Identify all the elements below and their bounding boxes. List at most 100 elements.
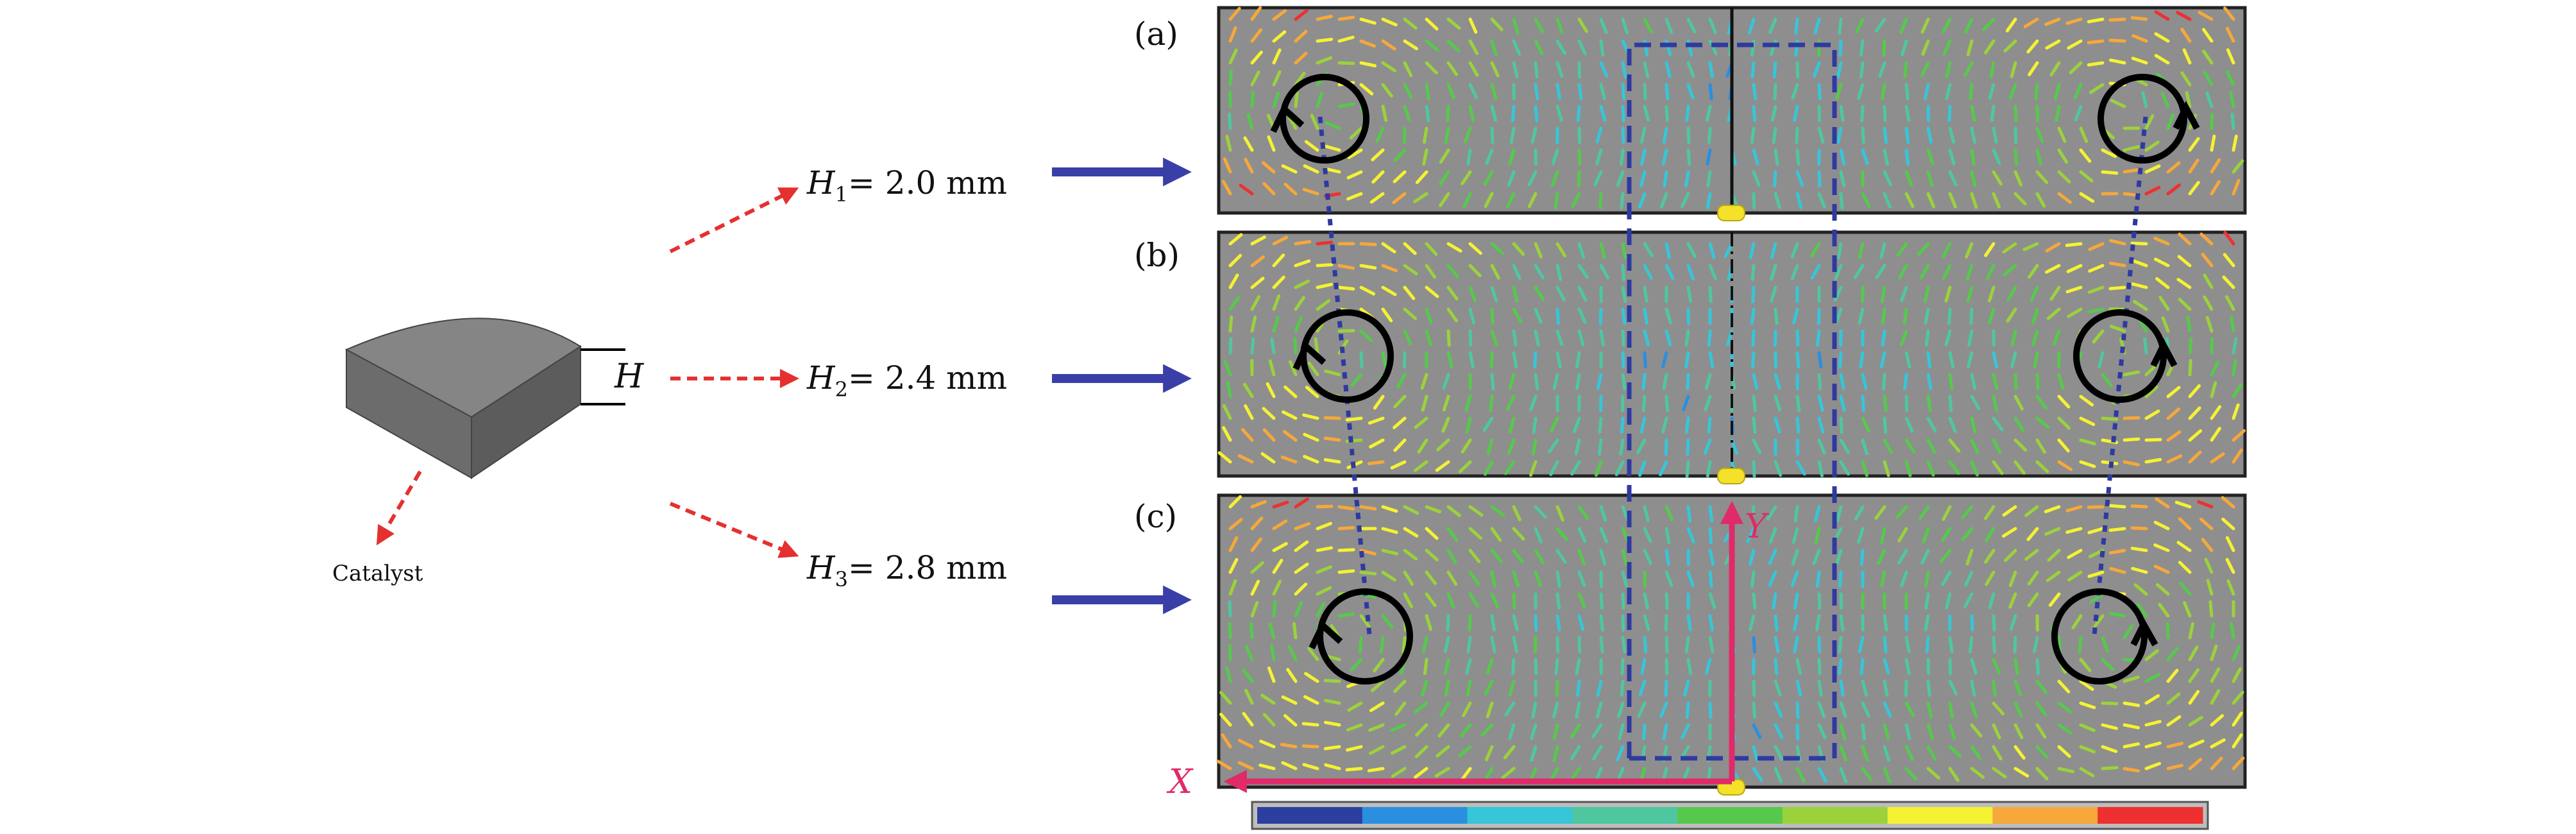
velocity-vector (2079, 658, 2092, 672)
velocity-vector (1853, 264, 1865, 279)
velocity-vector (1281, 164, 1298, 174)
velocity-vector (1883, 126, 1888, 144)
velocity-vector (1228, 557, 1239, 574)
velocity-vector (2035, 679, 2048, 694)
velocity-vector (2013, 723, 2024, 740)
velocity-vector (2210, 180, 2221, 196)
velocity-vector (2013, 416, 2025, 432)
velocity-vector (1662, 373, 1668, 391)
colorbar-segment (2097, 807, 2203, 824)
velocity-vector (1337, 264, 1355, 270)
velocity-vector (1555, 105, 1563, 122)
velocity-vector (1924, 307, 1930, 325)
velocity-vector (1591, 723, 1603, 738)
velocity-vector (1577, 148, 1582, 166)
catalyst-label: Catalyst (332, 561, 423, 586)
velocity-vector (1665, 636, 1669, 654)
velocity-vector (1881, 329, 1886, 347)
velocity-vector (1883, 767, 1892, 783)
velocity-vector (2088, 264, 2105, 273)
velocity-vector (2155, 497, 2170, 509)
velocity-vector (1643, 307, 1648, 325)
velocity-vector (1901, 39, 1908, 56)
velocity-vector (2133, 300, 2148, 311)
velocity-vector (1988, 592, 1996, 609)
velocity-vector (1621, 61, 1627, 79)
y-axis-label: Y (1745, 507, 1770, 546)
velocity-vector (1874, 505, 1886, 520)
velocity-vector (2232, 711, 2243, 727)
velocity-vector (1505, 395, 1516, 411)
velocity-vector (1774, 636, 1780, 654)
velocity-vector (1577, 264, 1589, 279)
velocity-vector (1751, 329, 1756, 347)
velocity-vector (2188, 622, 2194, 640)
velocity-vector (1324, 167, 1341, 174)
velocity-vector (1272, 30, 1287, 43)
velocity-vector (1390, 745, 1407, 755)
velocity-vector (1575, 373, 1581, 391)
velocity-vector (1425, 570, 1437, 585)
velocity-vector (1895, 505, 1908, 519)
velocity-vector (1838, 39, 1843, 57)
colorbar-segments (1257, 807, 2203, 824)
velocity-vector (1640, 126, 1647, 144)
velocity-vector (1839, 723, 1847, 740)
velocity-vector (1534, 17, 1544, 33)
velocity-vector (1838, 636, 1843, 654)
velocity-vector (1490, 264, 1500, 280)
velocity-vector (1926, 767, 1940, 780)
velocity-vector (1774, 658, 1779, 676)
velocity-vector (1592, 745, 1603, 761)
velocity-vector (1534, 285, 1545, 302)
velocity-vector (1380, 636, 1385, 654)
velocity-vector (1576, 105, 1581, 123)
velocity-vector (1839, 614, 1845, 632)
velocity-vector (1620, 416, 1625, 434)
velocity-vector (1838, 658, 1843, 676)
velocity-vector (2009, 614, 2017, 631)
velocity-vector (1441, 416, 1450, 433)
velocity-vector (1896, 242, 1908, 257)
velocity-vector (1468, 351, 1475, 369)
velocity-vector (2005, 17, 2017, 33)
velocity-vector (1272, 294, 1281, 311)
velocity-vector (1883, 170, 1892, 187)
velocity-vector (1250, 561, 1264, 574)
velocity-vector (2224, 295, 2235, 311)
velocity-vector (2221, 517, 2235, 531)
velocity-vector (2027, 264, 2039, 279)
velocity-vector (2123, 723, 2140, 729)
velocity-vector (2166, 692, 2181, 705)
velocity-vector (1490, 505, 1505, 517)
velocity-vector (1970, 126, 1976, 144)
velocity-vector (1512, 285, 1519, 303)
velocity-vector (1381, 307, 1393, 323)
velocity-vector (1484, 192, 1494, 208)
velocity-vector (1345, 416, 1363, 421)
velocity-vector (1599, 505, 1607, 522)
velocity-vector (2188, 181, 2200, 196)
velocity-vector (1217, 451, 1232, 464)
velocity-vector (1752, 438, 1762, 455)
velocity-vector (1577, 329, 1585, 346)
velocity-vector (1750, 307, 1756, 325)
velocity-vector (1577, 39, 1587, 56)
velocity-vector (1316, 586, 1332, 596)
velocity-vector (2003, 264, 2017, 277)
velocity-vector (1359, 17, 1377, 25)
velocity-vector (1302, 413, 1319, 420)
velocity-vector (1665, 395, 1669, 413)
velocity-vector (1490, 636, 1496, 654)
velocity-vector (1403, 83, 1413, 99)
velocity-vector (1396, 373, 1407, 389)
velocity-vector (2101, 416, 2119, 421)
velocity-vector (1708, 505, 1714, 523)
velocity-vector (1403, 264, 1418, 276)
velocity-vector (1861, 373, 1868, 390)
velocity-vector (1948, 658, 1952, 676)
velocity-vector (1703, 438, 1712, 455)
velocity-vector (1665, 570, 1674, 587)
velocity-vector (1464, 126, 1472, 144)
velocity-vector (1706, 148, 1712, 166)
